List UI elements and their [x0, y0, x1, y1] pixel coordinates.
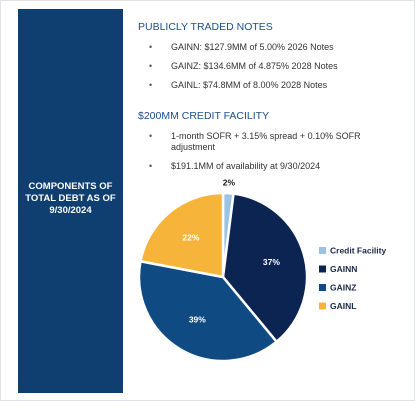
legend-label: GAINZ — [330, 282, 356, 292]
data-label: 37% — [263, 257, 280, 267]
sidebar: COMPONENTS OF TOTAL DEBT AS OF 9/30/2024 — [18, 9, 123, 393]
legend-swatch — [319, 265, 326, 273]
bullet: $191.1MM of availability at 9/30/2024 — [147, 161, 387, 172]
bullet: GAINN: $127.9MM of 5.00% 2026 Notes — [147, 42, 387, 53]
legend-swatch — [319, 247, 326, 254]
pie-slice — [221, 192, 309, 344]
section-heading: $200MM CREDIT FACILITY — [138, 110, 270, 122]
legend-swatch — [319, 284, 326, 291]
bullet: GAINZ: $134.6MM of 4.875% 2028 Notes — [147, 61, 387, 72]
bullet-list: 1-month SOFR + 3.15% spread + 0.10% SOFR… — [147, 131, 387, 180]
data-label: 2% — [223, 177, 236, 187]
legend-swatch — [319, 302, 326, 310]
pie-slice — [137, 259, 279, 363]
legend-label: GAINN — [330, 264, 357, 274]
legend-label: Credit Facility — [330, 245, 386, 255]
bullet: GAINL: $74.8MM of 8.00% 2028 Notes — [147, 80, 387, 91]
bullet-list: GAINN: $127.9MM of 5.00% 2026 Notes GAINZ… — [147, 42, 387, 99]
data-label: 22% — [182, 232, 199, 242]
section-heading: PUBLICLY TRADED NOTES — [138, 21, 273, 33]
legend-label: GAINL — [330, 301, 356, 311]
sidebar-title: COMPONENTS OF TOTAL DEBT AS OF 9/30/2024 — [25, 181, 116, 216]
pie-slice — [139, 191, 225, 279]
bullet: 1-month SOFR + 3.15% spread + 0.10% SOFR… — [147, 131, 387, 153]
data-label: 39% — [189, 315, 206, 325]
